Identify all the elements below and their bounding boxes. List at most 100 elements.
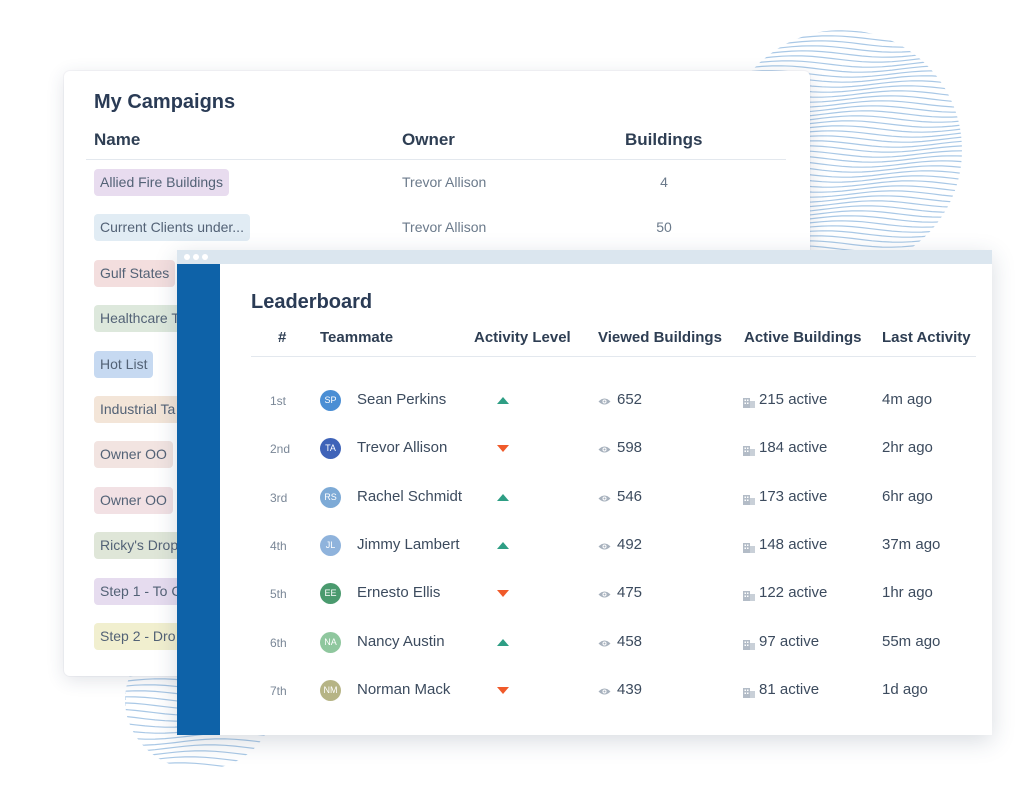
- table-row[interactable]: 3rd RS Rachel Schmidt 546 173 active 6hr ago: [177, 486, 992, 512]
- header-divider: [86, 159, 786, 160]
- teammate-name[interactable]: Norman Mack: [357, 681, 451, 698]
- last-activity: 1d ago: [882, 681, 928, 698]
- active-buildings-count: 173 active: [759, 488, 828, 505]
- column-header-rank[interactable]: #: [278, 329, 287, 346]
- table-row[interactable]: 6th NA Nancy Austin 458 97 active 55m ago: [177, 631, 992, 657]
- table-row[interactable]: Step 2 - Dro: [64, 623, 810, 651]
- table-row[interactable]: Healthcare T: [64, 305, 810, 333]
- campaign-name-tag[interactable]: Current Clients under...: [94, 214, 250, 241]
- column-header-owner[interactable]: Owner: [402, 130, 455, 149]
- viewed-buildings-count: 546: [617, 488, 643, 505]
- teammate-name[interactable]: Jimmy Lambert: [357, 536, 460, 553]
- triangle-up-icon: [497, 639, 509, 646]
- column-header-activity[interactable]: Activity Level: [474, 329, 571, 346]
- eye-icon: [598, 683, 611, 701]
- table-row[interactable]: 5th EE Ernesto Ellis 475 122 active 1hr ago: [177, 582, 992, 608]
- eye-icon: [598, 490, 611, 508]
- last-activity: 1hr ago: [882, 584, 933, 601]
- active-buildings-count: 122 active: [759, 584, 828, 601]
- table-row[interactable]: Gulf States: [64, 260, 810, 288]
- table-row[interactable]: Step 1 - To C: [64, 578, 810, 606]
- table-row[interactable]: 1st SP Sean Perkins 652 215 active 4m ago: [177, 389, 992, 415]
- building-icon: [743, 685, 755, 703]
- rank-label: 3rd: [270, 491, 288, 505]
- teammate-name[interactable]: Nancy Austin: [357, 633, 445, 650]
- column-header-name[interactable]: Name: [94, 130, 141, 149]
- window-dot-icon[interactable]: [184, 254, 190, 260]
- table-row[interactable]: Hot List: [64, 351, 810, 379]
- window-dot-icon[interactable]: [193, 254, 199, 260]
- active-buildings-count: 81 active: [759, 681, 820, 698]
- campaign-name-tag[interactable]: Step 2 - Dro: [94, 623, 182, 650]
- table-row[interactable]: Owner OO: [64, 441, 810, 469]
- rank-label: 6th: [270, 636, 287, 650]
- column-header-teammate[interactable]: Teammate: [320, 329, 394, 346]
- eye-icon: [598, 586, 611, 604]
- last-activity: 6hr ago: [882, 488, 933, 505]
- building-icon: [743, 637, 755, 655]
- last-activity: 55m ago: [882, 633, 941, 650]
- active-buildings-count: 97 active: [759, 633, 820, 650]
- rank-label: 5th: [270, 587, 287, 601]
- viewed-buildings-count: 439: [617, 681, 643, 698]
- triangle-up-icon: [497, 397, 509, 404]
- avatar[interactable]: SP: [320, 390, 341, 411]
- header-divider: [251, 356, 976, 357]
- triangle-down-icon: [497, 590, 509, 597]
- column-header-viewed[interactable]: Viewed Buildings: [598, 329, 722, 346]
- last-activity: 37m ago: [882, 536, 941, 553]
- building-icon: [743, 540, 755, 558]
- campaign-owner: Trevor Allison: [402, 174, 487, 190]
- avatar[interactable]: TA: [320, 438, 341, 459]
- building-icon: [743, 395, 755, 413]
- campaign-name-tag[interactable]: Step 1 - To C: [94, 578, 188, 605]
- campaign-owner: Trevor Allison: [402, 219, 487, 235]
- building-icon: [743, 492, 755, 510]
- avatar[interactable]: NA: [320, 632, 341, 653]
- viewed-buildings-count: 475: [617, 584, 643, 601]
- column-header-last[interactable]: Last Activity: [882, 329, 971, 346]
- window-titlebar: [177, 250, 992, 264]
- triangle-up-icon: [497, 494, 509, 501]
- table-row[interactable]: Owner OO: [64, 487, 810, 515]
- table-row[interactable]: Allied Fire Buildings Trevor Allison 4: [64, 169, 810, 197]
- active-buildings-count: 148 active: [759, 536, 828, 553]
- table-row[interactable]: 4th JL Jimmy Lambert 492 148 active 37m ago: [177, 534, 992, 560]
- table-row[interactable]: Industrial Ta: [64, 396, 810, 424]
- avatar[interactable]: JL: [320, 535, 341, 556]
- campaign-name-tag[interactable]: Industrial Ta: [94, 396, 182, 423]
- triangle-down-icon: [497, 687, 509, 694]
- campaign-name-tag[interactable]: Owner OO: [94, 441, 173, 468]
- active-buildings-count: 215 active: [759, 391, 828, 408]
- avatar[interactable]: NM: [320, 680, 341, 701]
- building-icon: [743, 443, 755, 461]
- eye-icon: [598, 393, 611, 411]
- teammate-name[interactable]: Rachel Schmidt: [357, 488, 463, 505]
- leaderboard-title: Leaderboard: [251, 291, 373, 313]
- teammate-name[interactable]: Trevor Allison: [357, 439, 448, 456]
- table-row[interactable]: Ricky's Drop: [64, 532, 810, 560]
- rank-label: 4th: [270, 539, 287, 553]
- table-row[interactable]: 2nd TA Trevor Allison 598 184 active 2hr ago: [177, 437, 992, 463]
- campaign-name-tag[interactable]: Healthcare T: [94, 305, 186, 332]
- column-header-buildings[interactable]: Buildings: [625, 130, 703, 149]
- avatar[interactable]: EE: [320, 583, 341, 604]
- sidebar: [177, 264, 220, 735]
- avatar[interactable]: RS: [320, 487, 341, 508]
- table-row[interactable]: Current Clients under... Trevor Allison 50: [64, 214, 810, 242]
- leaderboard-window: Leaderboard # Teammate Activity Level Vi…: [177, 250, 992, 735]
- window-dot-icon[interactable]: [202, 254, 208, 260]
- table-row[interactable]: 7th NM Norman Mack 439 81 active 1d ago: [177, 679, 992, 705]
- campaign-name-tag[interactable]: Allied Fire Buildings: [94, 169, 229, 196]
- campaign-buildings: 4: [660, 174, 668, 190]
- teammate-name[interactable]: Ernesto Ellis: [357, 584, 441, 601]
- triangle-down-icon: [497, 445, 509, 452]
- campaign-name-tag[interactable]: Ricky's Drop: [94, 532, 185, 559]
- column-header-active[interactable]: Active Buildings: [744, 329, 862, 346]
- campaign-name-tag[interactable]: Owner OO: [94, 487, 173, 514]
- teammate-name[interactable]: Sean Perkins: [357, 391, 447, 408]
- campaign-name-tag[interactable]: Hot List: [94, 351, 154, 378]
- eye-icon: [598, 635, 611, 653]
- campaign-name-tag[interactable]: Gulf States: [94, 260, 176, 287]
- eye-icon: [598, 441, 611, 459]
